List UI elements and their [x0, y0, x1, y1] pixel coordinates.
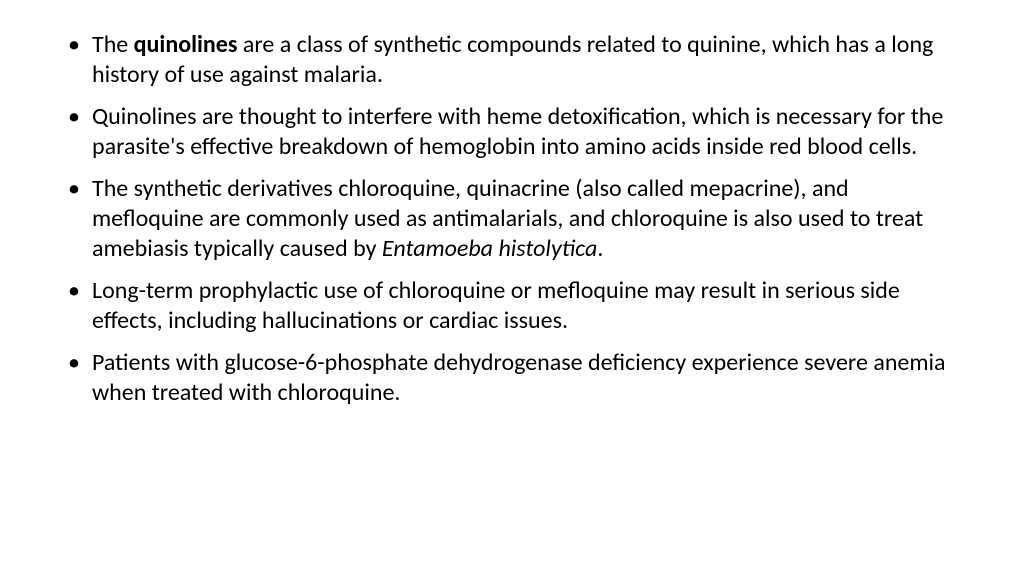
bullet-item: The synthetic derivatives chloroquine, q… [60, 174, 964, 264]
bullet-text-segment: . [597, 234, 603, 263]
bullet-list: The quinolines are a class of synthetic … [60, 30, 964, 408]
bullet-item: Long-term prophylactic use of chloroquin… [60, 276, 964, 336]
bullet-text-segment: quinolines [134, 30, 238, 59]
bullet-text-segment: Long-term prophylactic use of chloroquin… [92, 276, 900, 335]
slide-body: The quinolines are a class of synthetic … [0, 0, 1024, 576]
bullet-text-segment: Patients with glucose-6-phosphate dehydr… [92, 348, 946, 407]
bullet-item: Quinolines are thought to interfere with… [60, 102, 964, 162]
bullet-item: The quinolines are a class of synthetic … [60, 30, 964, 90]
bullet-item: Patients with glucose-6-phosphate dehydr… [60, 348, 964, 408]
bullet-text-segment: Quinolines are thought to interfere with… [92, 102, 943, 161]
bullet-text-segment: The [92, 30, 134, 59]
bullet-text-segment: Entamoeba histolytica [382, 234, 597, 263]
